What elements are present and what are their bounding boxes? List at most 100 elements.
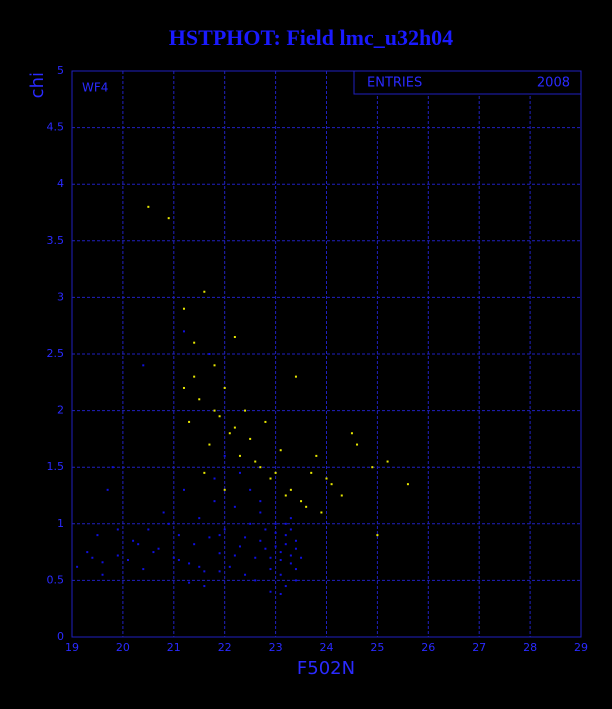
point xyxy=(254,460,257,463)
point xyxy=(249,437,252,440)
point xyxy=(233,426,236,429)
point xyxy=(152,551,155,554)
point xyxy=(259,466,262,469)
x-tick-label: 28 xyxy=(523,641,537,654)
point xyxy=(289,488,292,491)
point xyxy=(264,420,267,423)
point xyxy=(305,505,308,508)
point xyxy=(218,534,221,537)
point xyxy=(177,534,180,537)
stats-box xyxy=(353,70,582,95)
point xyxy=(228,565,231,568)
y-tick-label: 0 xyxy=(57,630,64,643)
point xyxy=(147,205,150,208)
annotation: WF4 xyxy=(82,81,108,95)
point xyxy=(294,579,297,582)
point xyxy=(213,477,216,480)
x-tick-label: 26 xyxy=(421,641,435,654)
point xyxy=(330,483,333,486)
point xyxy=(182,330,185,333)
point xyxy=(269,477,272,480)
point xyxy=(182,386,185,389)
x-tick-label: 23 xyxy=(269,641,283,654)
point xyxy=(300,556,303,559)
point xyxy=(238,471,241,474)
plot-frame xyxy=(71,70,582,638)
y-tick-label: 4 xyxy=(57,177,64,190)
x-tick-label: 22 xyxy=(218,641,232,654)
point xyxy=(279,551,282,554)
point xyxy=(198,398,201,401)
point xyxy=(269,568,272,571)
point xyxy=(233,505,236,508)
point xyxy=(279,592,282,595)
x-tick-label: 19 xyxy=(65,641,79,654)
point xyxy=(203,570,206,573)
x-tick-label: 20 xyxy=(116,641,130,654)
y-axis-label: chi xyxy=(27,72,48,98)
point xyxy=(233,554,236,557)
point xyxy=(254,579,257,582)
point xyxy=(274,471,277,474)
x-tick-label: 29 xyxy=(574,641,588,654)
point xyxy=(147,528,150,531)
point xyxy=(274,545,277,548)
point xyxy=(218,570,221,573)
point xyxy=(259,500,262,503)
point xyxy=(294,547,297,550)
point xyxy=(238,454,241,457)
point xyxy=(101,573,104,576)
point xyxy=(203,290,206,293)
point xyxy=(228,432,231,435)
point xyxy=(249,488,252,491)
point xyxy=(182,488,185,491)
point xyxy=(284,543,287,546)
plot-area: 0 0.5 1 1.5 2 2.5 3 3.5 4 4.5 5 19 20 21 22 23 24 25 26 27 2… xyxy=(47,64,589,654)
point xyxy=(167,217,170,220)
y-tick-label: 1.5 xyxy=(47,460,65,473)
point xyxy=(218,415,221,418)
x-axis-label: F502N xyxy=(297,658,355,679)
point xyxy=(208,443,211,446)
point xyxy=(193,341,196,344)
point xyxy=(116,554,119,557)
point xyxy=(325,477,328,480)
point xyxy=(96,534,99,537)
y-tick-label: 3.5 xyxy=(47,234,65,247)
point xyxy=(406,483,409,486)
point xyxy=(213,500,216,503)
point xyxy=(284,522,287,525)
point xyxy=(269,556,272,559)
point xyxy=(126,559,129,562)
y-tick-label: 1 xyxy=(57,517,64,530)
x-tick-label: 21 xyxy=(167,641,181,654)
point xyxy=(294,568,297,571)
point xyxy=(116,528,119,531)
point xyxy=(254,556,257,559)
point xyxy=(340,494,343,497)
point xyxy=(289,554,292,557)
point xyxy=(157,547,160,550)
point xyxy=(259,511,262,514)
chart-title: HSTPHOT: Field lmc_u32h04 xyxy=(169,25,453,50)
point xyxy=(193,375,196,378)
y-tick-label: 5 xyxy=(57,64,64,77)
point xyxy=(198,565,201,568)
point xyxy=(284,534,287,537)
point xyxy=(208,536,211,539)
point xyxy=(213,409,216,412)
point xyxy=(137,543,140,546)
point xyxy=(101,561,104,564)
point xyxy=(244,536,247,539)
point xyxy=(376,534,379,537)
point xyxy=(259,539,262,542)
point xyxy=(371,466,374,469)
point xyxy=(233,336,236,339)
point xyxy=(350,432,353,435)
point xyxy=(132,539,135,542)
x-tick-label: 24 xyxy=(320,641,334,654)
point xyxy=(279,559,282,562)
point xyxy=(315,454,318,457)
